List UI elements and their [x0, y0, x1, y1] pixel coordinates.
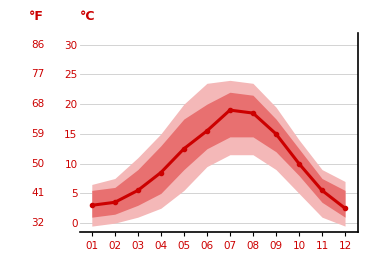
Text: 41: 41	[31, 188, 44, 198]
Text: 77: 77	[31, 69, 44, 79]
Text: 32: 32	[31, 218, 44, 228]
Text: 86: 86	[31, 40, 44, 50]
Text: °C: °C	[80, 10, 96, 23]
Text: °F: °F	[29, 10, 44, 23]
Text: 68: 68	[31, 99, 44, 109]
Text: 50: 50	[31, 159, 44, 169]
Text: 59: 59	[31, 129, 44, 139]
